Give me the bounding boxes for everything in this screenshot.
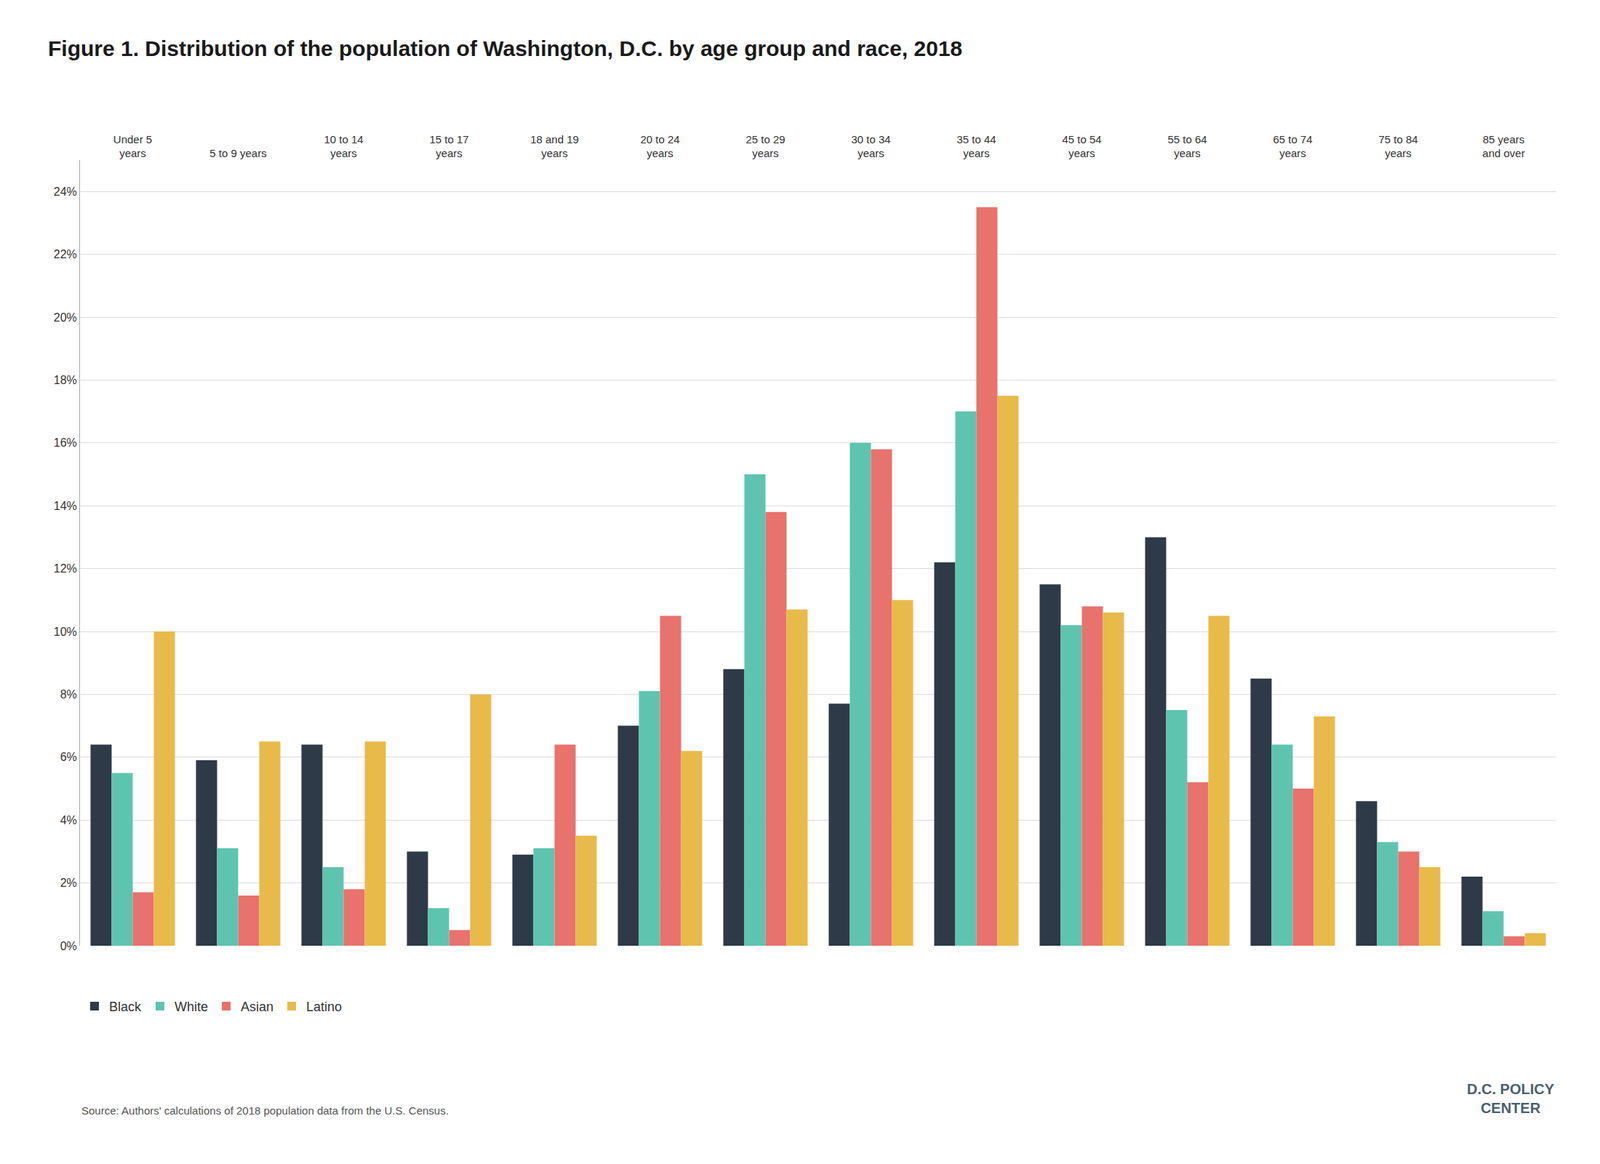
svg-text:D.C. POLICYCENTER: D.C. POLICYCENTER (1466, 1080, 1555, 1116)
svg-text:Source: Authors' calculations: Source: Authors' calculations of 2018 po… (81, 1104, 449, 1117)
svg-text:Black: Black (109, 999, 142, 1014)
svg-text:Asian: Asian (240, 999, 274, 1014)
svg-text:14%: 14% (53, 499, 78, 512)
svg-text:65 to 74years: 65 to 74years (1272, 133, 1312, 160)
svg-text:75 to 84years: 75 to 84years (1378, 133, 1418, 160)
svg-text:2%: 2% (60, 876, 78, 889)
svg-text:Latino: Latino (306, 999, 342, 1014)
svg-text:20%: 20% (53, 311, 78, 324)
svg-text:16%: 16% (53, 436, 78, 449)
svg-text:45 to 54years: 45 to 54years (1061, 133, 1102, 160)
svg-text:30 to 34years: 30 to 34years (850, 133, 891, 160)
svg-text:15 to 17years: 15 to 17years (429, 133, 469, 160)
svg-text:Figure 1. Distribution of the: Figure 1. Distribution of the population… (48, 36, 963, 61)
svg-text:25 to 29years: 25 to 29years (745, 133, 785, 160)
svg-text:85 yearsand over: 85 yearsand over (1482, 133, 1525, 160)
svg-text:20 to 24years: 20 to 24years (640, 133, 680, 160)
svg-text:5 to 9 years: 5 to 9 years (209, 146, 267, 160)
svg-text:10%: 10% (53, 625, 78, 638)
svg-text:4%: 4% (60, 813, 78, 827)
svg-text:18%: 18% (53, 373, 78, 387)
svg-text:0%: 0% (60, 939, 78, 952)
svg-text:55 to 64years: 55 to 64years (1167, 133, 1207, 160)
svg-text:White: White (174, 999, 208, 1014)
svg-text:8%: 8% (60, 688, 78, 701)
svg-text:12%: 12% (53, 562, 78, 575)
svg-text:18 and 19years: 18 and 19years (530, 133, 579, 160)
svg-text:24%: 24% (53, 185, 78, 198)
svg-text:6%: 6% (60, 750, 78, 763)
svg-text:Under 5years: Under 5years (113, 133, 152, 160)
svg-text:10 to 14years: 10 to 14years (323, 133, 363, 160)
svg-text:35 to 44years: 35 to 44years (956, 133, 996, 160)
svg-text:22%: 22% (53, 248, 78, 261)
